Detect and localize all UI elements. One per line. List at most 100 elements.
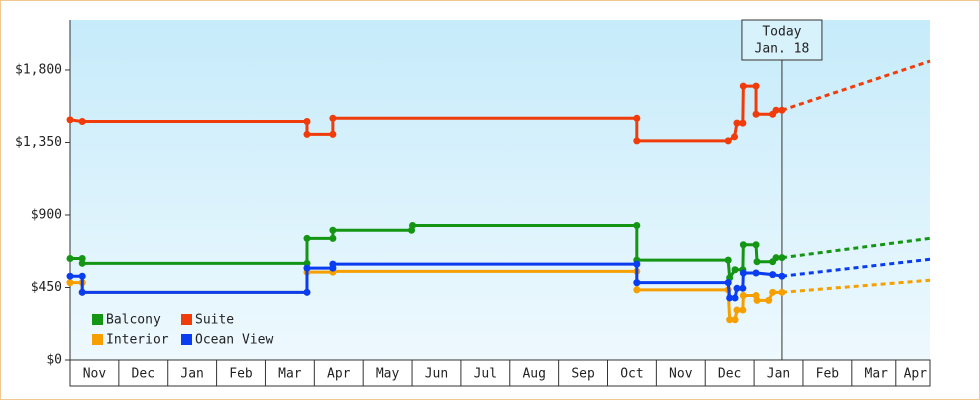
price-point bbox=[769, 288, 777, 296]
price-point bbox=[303, 234, 311, 242]
x-tick-label: Jun bbox=[425, 367, 448, 382]
x-tick-label: Jan bbox=[767, 367, 790, 382]
today-box bbox=[741, 19, 823, 61]
legend-swatch bbox=[181, 334, 192, 345]
price-point bbox=[731, 266, 739, 274]
price-point bbox=[739, 306, 747, 314]
price-point bbox=[772, 254, 780, 262]
price-point bbox=[769, 271, 777, 279]
x-tick-label: Apr bbox=[904, 367, 928, 382]
price-point bbox=[78, 254, 86, 262]
x-tick-label: Jul bbox=[474, 367, 497, 382]
price-point bbox=[752, 110, 760, 118]
price-point bbox=[633, 137, 641, 145]
x-tick-label: Nov bbox=[669, 367, 693, 382]
today-label: Today bbox=[762, 25, 801, 40]
price-point bbox=[731, 294, 739, 302]
price-point bbox=[66, 279, 74, 287]
price-point bbox=[78, 118, 86, 126]
price-point bbox=[778, 288, 786, 296]
forecast-line bbox=[781, 257, 931, 278]
price-point bbox=[733, 284, 741, 292]
price-point bbox=[409, 221, 417, 229]
legend-label: Interior bbox=[106, 333, 169, 348]
x-tick-label: Oct bbox=[620, 367, 643, 382]
y-tick-label: $1,800 bbox=[15, 62, 62, 77]
price-point bbox=[733, 306, 741, 314]
price-point bbox=[303, 130, 311, 138]
x-tick-label: Nov bbox=[83, 367, 107, 382]
x-tick-label: Apr bbox=[327, 367, 351, 382]
price-point bbox=[739, 292, 747, 300]
price-point bbox=[765, 296, 773, 304]
price-point bbox=[726, 316, 734, 324]
price-point bbox=[329, 226, 337, 234]
price-point bbox=[329, 130, 337, 138]
price-point bbox=[739, 82, 747, 90]
y-tick-label: $1,350 bbox=[15, 135, 62, 150]
price-point bbox=[778, 254, 786, 262]
price-point bbox=[66, 254, 74, 262]
x-tick-label: Dec bbox=[132, 367, 155, 382]
legend-swatch bbox=[92, 314, 103, 325]
price-point bbox=[329, 260, 337, 268]
x-tick-label: Feb bbox=[816, 367, 840, 382]
x-tick-label: Mar bbox=[278, 367, 302, 382]
price-point bbox=[753, 258, 761, 266]
price-point bbox=[78, 288, 86, 296]
x-tick-label: Feb bbox=[229, 367, 253, 382]
price-point bbox=[303, 264, 311, 272]
legend-swatch bbox=[181, 314, 192, 325]
price-point bbox=[739, 119, 747, 127]
price-point bbox=[726, 294, 734, 302]
price-point bbox=[78, 272, 86, 280]
price-point bbox=[303, 259, 311, 267]
x-tick-label: Mar bbox=[865, 367, 889, 382]
price-point bbox=[633, 221, 641, 229]
price-point bbox=[633, 286, 641, 294]
plot-area bbox=[70, 20, 930, 360]
price-point bbox=[66, 116, 74, 124]
price-point bbox=[739, 284, 747, 292]
price-point bbox=[329, 234, 337, 242]
price-point bbox=[303, 288, 311, 296]
forecast-line bbox=[781, 236, 931, 260]
x-tick-label: Aug bbox=[522, 367, 545, 382]
price-point bbox=[778, 106, 786, 114]
price-point bbox=[66, 272, 74, 280]
price-point bbox=[724, 279, 732, 287]
price-point bbox=[753, 296, 761, 304]
x-tick-label: Dec bbox=[718, 367, 741, 382]
legend-swatch bbox=[92, 334, 103, 345]
price-point bbox=[78, 259, 86, 267]
legend-label: Suite bbox=[195, 313, 234, 328]
price-point bbox=[772, 106, 780, 114]
price-point bbox=[724, 137, 732, 145]
legend-label: Balcony bbox=[106, 313, 161, 328]
y-tick-label: $0 bbox=[46, 353, 62, 368]
y-tick-label: $450 bbox=[31, 280, 62, 295]
price-point bbox=[733, 119, 741, 127]
price-point bbox=[752, 269, 760, 277]
price-point bbox=[633, 260, 641, 268]
price-point bbox=[731, 316, 739, 324]
price-point bbox=[731, 133, 739, 141]
legend-label: Ocean View bbox=[195, 333, 273, 348]
price-point bbox=[739, 269, 747, 277]
x-tick-label: Jan bbox=[180, 367, 203, 382]
price-point bbox=[778, 272, 786, 280]
price-point bbox=[739, 241, 747, 249]
price-point bbox=[329, 114, 337, 122]
price-point bbox=[633, 279, 641, 287]
forecast-line bbox=[781, 278, 931, 294]
x-tick-label: Sep bbox=[571, 367, 595, 382]
price-point bbox=[633, 114, 641, 122]
price-point bbox=[303, 118, 311, 126]
forecast-line bbox=[781, 59, 931, 112]
x-tick-label: May bbox=[376, 367, 400, 382]
price-point bbox=[752, 82, 760, 90]
price-point bbox=[724, 256, 732, 264]
today-label: Jan. 18 bbox=[755, 42, 810, 57]
price-point bbox=[752, 241, 760, 249]
